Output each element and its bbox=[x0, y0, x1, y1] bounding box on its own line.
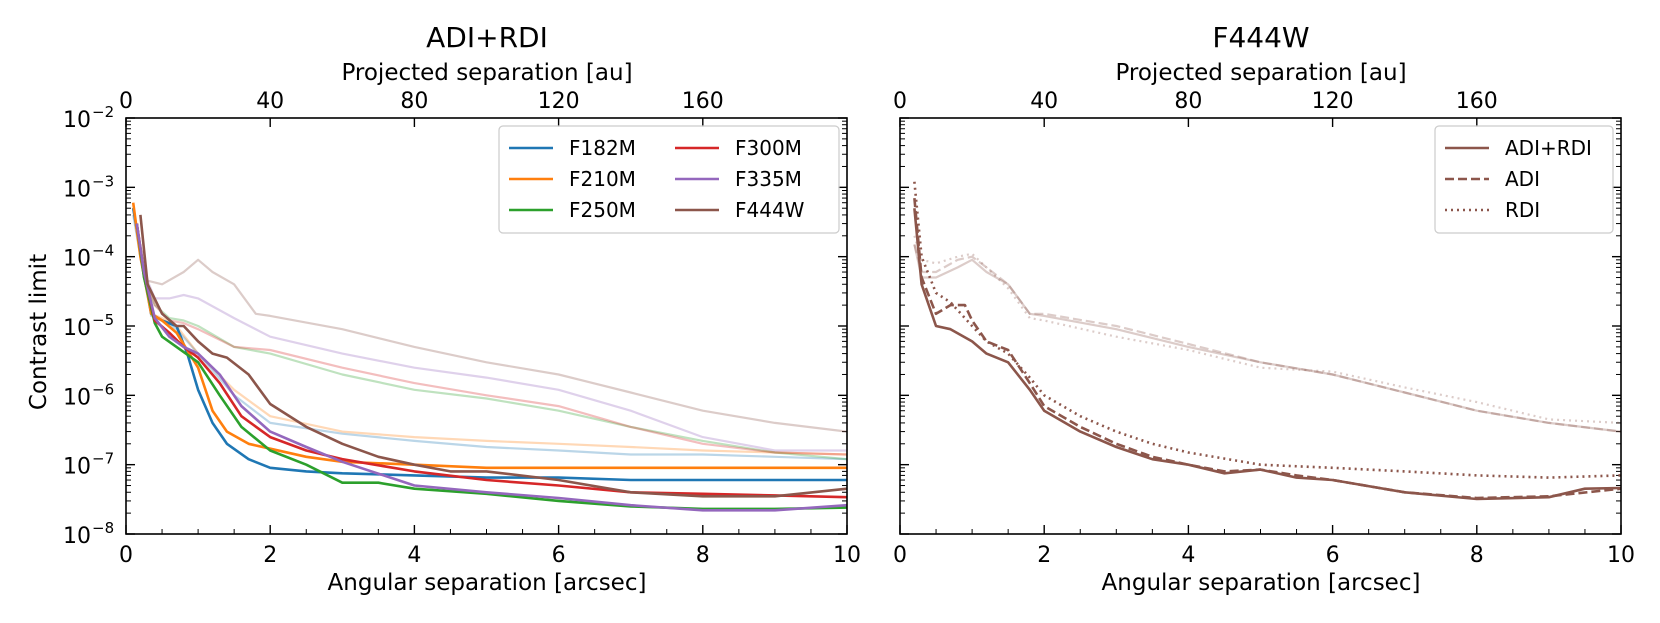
y-tick-exponent: −8 bbox=[92, 519, 114, 537]
series-faint-f335m bbox=[135, 223, 847, 452]
y-tick-exponent: −4 bbox=[92, 242, 114, 260]
series-faint-adi bbox=[913, 244, 1622, 433]
panel-left-title: ADI+RDI bbox=[426, 21, 548, 54]
series-faint-rdi bbox=[913, 235, 1622, 424]
legend-label-f300m: F300M bbox=[735, 136, 802, 160]
x2-tick-label: 120 bbox=[538, 89, 580, 114]
legend-label-f250m: F250M bbox=[569, 198, 636, 222]
y-tick-exponent: −6 bbox=[92, 380, 114, 398]
series-line-f444w bbox=[139, 214, 848, 498]
series-faint-f300m bbox=[135, 223, 848, 456]
series-line-f250m bbox=[135, 223, 848, 511]
x2-tick-label: 80 bbox=[1174, 89, 1202, 114]
panel-left-top-axis-label: Projected separation [au] bbox=[341, 60, 632, 86]
x-tick-label: 10 bbox=[1607, 543, 1635, 568]
legend-label-f210m: F210M bbox=[569, 167, 636, 191]
x-tick-label: 10 bbox=[833, 543, 861, 568]
x2-tick-label: 0 bbox=[119, 89, 133, 114]
x2-tick-label: 40 bbox=[1030, 89, 1058, 114]
y-tick-exponent: −7 bbox=[92, 450, 114, 468]
series-line-f335m bbox=[135, 223, 848, 512]
series-faint-f182m bbox=[132, 214, 848, 461]
x-tick-label: 2 bbox=[1037, 543, 1051, 568]
x-tick-label: 4 bbox=[407, 543, 421, 568]
series-line-adi-rdi bbox=[913, 208, 1622, 501]
x-tick-label: 6 bbox=[552, 543, 566, 568]
legend-box bbox=[1434, 125, 1614, 234]
x-tick-label: 6 bbox=[1326, 543, 1340, 568]
panel-right-frame bbox=[899, 117, 1622, 535]
panel-left-frame bbox=[125, 117, 848, 535]
y-tick-label: 10 bbox=[63, 455, 91, 480]
series-line-rdi bbox=[913, 181, 1622, 479]
y-tick-label: 10 bbox=[63, 177, 91, 202]
x2-tick-label: 120 bbox=[1312, 89, 1354, 114]
panel-left-bottom-axis-label: Angular separation [arcsec] bbox=[328, 570, 647, 596]
y-tick-label: 10 bbox=[63, 247, 91, 272]
legend-label-f182m: F182M bbox=[569, 136, 636, 160]
x-tick-label: 0 bbox=[893, 543, 907, 568]
series-faint-f444w bbox=[139, 244, 848, 433]
x-tick-label: 8 bbox=[1470, 543, 1484, 568]
panel-right-title: F444W bbox=[1212, 21, 1309, 54]
y-tick-label: 10 bbox=[63, 316, 91, 341]
legend-label-f335m: F335M bbox=[735, 167, 802, 191]
y-tick-label: 10 bbox=[63, 385, 91, 410]
y-tick-exponent: −5 bbox=[92, 311, 114, 329]
x-tick-label: 0 bbox=[119, 543, 133, 568]
y-tick-exponent: −3 bbox=[92, 172, 114, 190]
x2-tick-label: 80 bbox=[400, 89, 428, 114]
x-tick-label: 2 bbox=[263, 543, 277, 568]
legend-label-adi: ADI bbox=[1505, 167, 1540, 191]
panel-f444w: F444W Projected separation [au] Angular … bbox=[893, 21, 1635, 596]
x2-tick-label: 0 bbox=[893, 89, 907, 114]
series-faint-f250m bbox=[135, 223, 848, 461]
panel-right-bottom-axis-label: Angular separation [arcsec] bbox=[1102, 570, 1421, 596]
x2-tick-label: 40 bbox=[256, 89, 284, 114]
series-faint-adi-rdi bbox=[913, 244, 1622, 433]
panel-right-top-axis-label: Projected separation [au] bbox=[1115, 60, 1406, 86]
series-line-f210m bbox=[131, 202, 847, 470]
y-tick-label: 10 bbox=[63, 108, 91, 133]
series-line-adi bbox=[913, 197, 1622, 500]
x-tick-label: 4 bbox=[1181, 543, 1195, 568]
y-tick-exponent: −2 bbox=[92, 103, 114, 121]
legend-label-f444w: F444W bbox=[735, 198, 805, 222]
y-tick-label: 10 bbox=[63, 524, 91, 549]
legend-box bbox=[498, 125, 840, 234]
legend-label-adi-rdi: ADI+RDI bbox=[1505, 136, 1592, 160]
x2-tick-label: 160 bbox=[1456, 89, 1498, 114]
x-tick-label: 8 bbox=[696, 543, 710, 568]
legend-label-rdi: RDI bbox=[1505, 198, 1540, 222]
y-axis-label: Contrast limit bbox=[26, 254, 52, 410]
x2-tick-label: 160 bbox=[682, 89, 724, 114]
panel-adi-rdi: ADI+RDI Projected separation [au] Angula… bbox=[63, 21, 861, 596]
